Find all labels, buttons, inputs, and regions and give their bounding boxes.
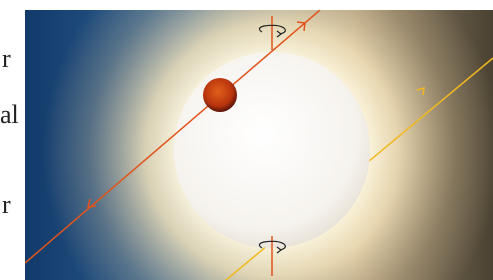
illustration (25, 10, 493, 280)
planet (203, 78, 237, 112)
text-fragment: r (2, 44, 11, 74)
star (174, 52, 370, 248)
page: r al r (0, 0, 493, 280)
text-fragment: r (2, 190, 11, 220)
text-fragment: al (0, 100, 19, 130)
